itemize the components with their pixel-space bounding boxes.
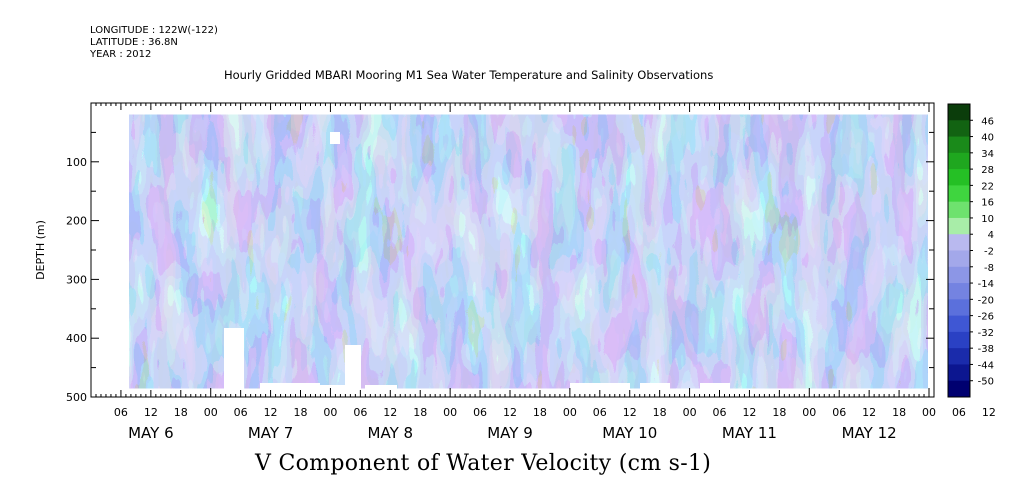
colorbar-label: -44 <box>978 360 994 371</box>
x-hour-label: 12 <box>144 406 158 419</box>
x-hour-label: 12 <box>383 406 397 419</box>
x-hour-label: 00 <box>683 406 697 419</box>
colorbar-label: -14 <box>978 279 994 290</box>
y-tick-label: 200 <box>66 215 87 228</box>
x-hour-label: 12 <box>742 406 756 419</box>
x-hour-label: 18 <box>294 406 308 419</box>
missing-data <box>345 345 361 405</box>
colorbar-label: 10 <box>981 214 994 225</box>
colorbar-swatch <box>948 136 970 154</box>
colorbar-swatch <box>948 185 970 203</box>
x-day-label: MAY 9 <box>487 424 533 442</box>
x-day-label: MAY 11 <box>722 424 777 442</box>
x-hour-label: 18 <box>892 406 906 419</box>
colorbar-swatch <box>948 283 970 300</box>
colorbar-swatch <box>948 364 970 382</box>
colorbar-swatch <box>948 299 970 317</box>
colorbar-label: -32 <box>978 328 994 339</box>
x-hour-label: 12 <box>623 406 637 419</box>
x-day-label: MAY 8 <box>368 424 414 442</box>
x-hour-label: 00 <box>204 406 218 419</box>
y-tick-label: 400 <box>66 332 87 345</box>
x-hour-label: 12 <box>982 406 996 419</box>
colorbar-label: 34 <box>981 149 994 160</box>
x-day-label: MAY 7 <box>248 424 294 442</box>
colorbar-swatch <box>948 331 970 349</box>
colorbar-swatch <box>948 380 970 398</box>
colorbar-label: -20 <box>978 295 994 306</box>
y-tick-label: 100 <box>66 156 87 169</box>
colorbar-swatch <box>948 250 970 268</box>
missing-data <box>318 385 346 405</box>
longitude-label: LONGITUDE : 122W(-122) <box>90 25 218 36</box>
colorbar-label: 16 <box>981 198 994 209</box>
colorbar-swatch <box>948 217 970 235</box>
x-hour-label: 00 <box>443 406 457 419</box>
x-hour-label: 18 <box>772 406 786 419</box>
colorbar-swatch <box>948 120 970 138</box>
colorbar-swatch <box>948 201 970 219</box>
missing-data <box>700 383 730 403</box>
colorbar-label: -26 <box>978 312 994 323</box>
x-hour-label: 06 <box>593 406 607 419</box>
x-hour-label: 00 <box>802 406 816 419</box>
y-tick-label: 300 <box>66 273 87 286</box>
colorbar-swatch <box>948 234 970 251</box>
colorbar-label: 22 <box>981 181 994 192</box>
missing-data <box>365 385 397 405</box>
colorbar-swatch <box>948 152 970 170</box>
colorbar-label: 46 <box>981 116 994 127</box>
x-hour-label: 00 <box>563 406 577 419</box>
colorbar-swatch <box>948 266 970 284</box>
x-day-label: MAY 10 <box>602 424 657 442</box>
x-day-label: MAY 12 <box>842 424 897 442</box>
missing-data <box>260 383 320 403</box>
velocity-field <box>129 114 928 389</box>
x-hour-label: 18 <box>413 406 427 419</box>
x-hour-label: 00 <box>323 406 337 419</box>
x-hour-label: 18 <box>533 406 547 419</box>
x-hour-label: 06 <box>353 406 367 419</box>
colorbar: 46 40 34 28 22 16 10 4 -2 -8 -14 -20 -26 -32 -38 -44 -50 <box>947 103 994 398</box>
colorbar-swatch <box>948 315 970 333</box>
colorbar-swatch <box>948 348 970 365</box>
x-hour-label: 18 <box>653 406 667 419</box>
x-hour-label: 06 <box>952 406 966 419</box>
year-label: YEAR : 2012 <box>90 49 152 60</box>
x-hour-label: 18 <box>174 406 188 419</box>
missing-data <box>640 383 670 403</box>
colorbar-label: -2 <box>984 247 994 258</box>
missing-data <box>224 328 244 488</box>
missing-data <box>330 132 340 144</box>
colorbar-label: 4 <box>988 230 994 241</box>
x-hour-label: 06 <box>234 406 248 419</box>
missing-data <box>129 440 143 490</box>
colorbar-swatch <box>948 104 970 121</box>
colorbar-label: -38 <box>978 344 994 355</box>
x-hour-label: 06 <box>832 406 846 419</box>
x-hour-label: 12 <box>503 406 517 419</box>
colorbar-label: -8 <box>984 263 994 274</box>
chart-title: Hourly Gridded MBARI Mooring M1 Sea Wate… <box>224 68 714 82</box>
colorbar-swatch <box>948 169 970 186</box>
variable-title: V Component of Water Velocity (cm s-1) <box>255 451 712 476</box>
x-hour-label: 12 <box>862 406 876 419</box>
latitude-label: LATITUDE : 36.8N <box>90 37 178 48</box>
x-hour-label: 06 <box>114 406 128 419</box>
colorbar-label: 28 <box>981 165 994 176</box>
colorbar-label: -50 <box>978 377 994 388</box>
y-tick-label: 500 <box>66 391 87 404</box>
x-hour-label: 00 <box>922 406 936 419</box>
x-hour-label: 12 <box>264 406 278 419</box>
x-day-label: MAY 6 <box>128 424 174 442</box>
y-axis-label: DEPTH (m) <box>34 220 47 280</box>
x-hour-label: 06 <box>713 406 727 419</box>
x-hour-label: 06 <box>473 406 487 419</box>
colorbar-label: 40 <box>981 133 994 144</box>
